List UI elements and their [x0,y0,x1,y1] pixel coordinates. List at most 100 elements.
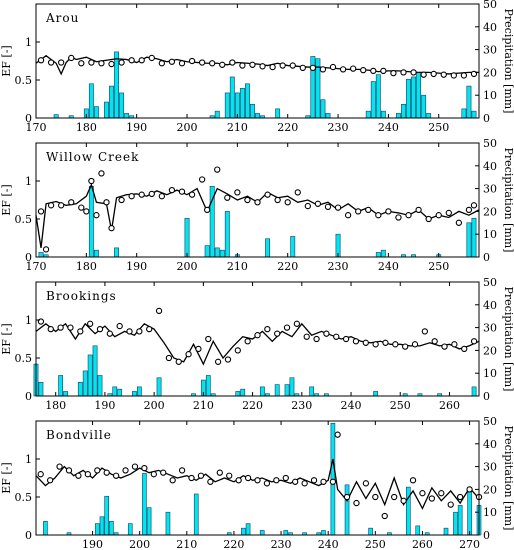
ef-observed-point [98,60,105,67]
ef-observed-point [75,472,82,479]
ef-observed-point [254,199,261,206]
y-tick-label: 0 [25,529,32,542]
x-tick-label: 250 [390,399,411,412]
precip-bar [321,530,326,536]
precip-bar [114,51,119,119]
ef-observed-point [175,358,182,365]
precip-bar [156,377,162,397]
ef-observed-point [441,343,448,350]
ef-observed-point [435,212,442,219]
precip-bar [82,370,88,397]
y2-axis-label: Precipitation [mm] [502,287,514,392]
x-tick-label: 220 [277,260,298,273]
precip-bar [415,525,421,536]
ef-observed-point [279,62,286,69]
precip-bar [117,388,123,397]
y2-tick-label: 50 [483,0,497,11]
precip-bar [132,391,137,397]
precip-bar [471,110,477,119]
x-tick-label: 190 [94,399,115,412]
ef-observed-point [214,166,221,173]
ef-observed-point [461,345,468,353]
y-tick-label: 0 [25,251,32,264]
precip-bar [255,113,260,119]
ef-observed-point [323,330,330,337]
precip-bar [466,85,472,119]
ef-observed-point [362,339,369,346]
y-tick-label: 0 [25,390,32,403]
ef-model-line [35,458,480,510]
ef-observed-point [234,347,241,354]
ef-observed-point [390,70,397,77]
ef-observed-point [205,335,212,343]
ef-observed-point [214,358,222,365]
ef-observed-point [450,72,457,79]
precip-bar [241,527,246,536]
precip-bar [453,511,458,536]
ef-observed-point [244,196,251,204]
y2-tick-label: 20 [483,205,497,218]
ef-observed-point [116,322,123,330]
ef-observed-point [198,176,206,183]
y2-tick-label: 30 [483,183,497,196]
precip-bar [421,94,427,119]
ef-observed-point [283,324,291,331]
panel-1: 170 180 190 200 210 220 230 240 25000.5101020304… [0,0,514,134]
x-tick-label: 220 [242,399,263,412]
plot-frame [35,420,480,536]
y2-tick-label: 30 [483,322,497,335]
ef-observed-point [419,490,426,497]
ef-observed-point [112,472,120,479]
y2-tick-label: 10 [483,506,497,519]
x-tick-label: 200 [144,399,165,412]
precip-bar [275,108,281,119]
ef-observed-point [392,341,399,348]
ef-observed-point [343,493,351,501]
ef-observed-point [355,208,362,215]
ef-observed-point [339,66,347,73]
y2-tick-label: 40 [483,438,497,451]
ef-observed-point [244,338,251,345]
precip-bar [109,521,114,536]
precip-bar [235,391,241,397]
ef-observed-point [381,512,388,520]
ef-observed-point [451,341,458,348]
y2-tick-label: 20 [483,344,497,357]
y-tick-label: 0.5 [15,74,33,87]
ef-observed-point [466,486,473,493]
precip-bar [368,527,373,536]
ef-observed-point [93,212,100,219]
precip-bar [119,92,125,119]
ef-observed-point [150,471,157,478]
ef-observed-point [349,65,357,72]
precip-bar [77,382,83,397]
x-tick-label: 270 [459,538,480,550]
ef-observed-point [254,477,261,484]
ef-observed-point [98,170,105,177]
ef-observed-point [58,202,65,209]
y2-tick-label: 50 [483,137,497,150]
ef-observed-point [362,480,370,487]
precip-bar [406,78,411,119]
precip-bar [406,486,411,536]
ef-observed-point [138,191,145,198]
panel-4: 190 200 210 220 230 240 250 260 27000.5101020304… [0,415,514,550]
precip-bar [396,113,401,119]
precip-bar [245,523,251,536]
x-tick-label: 260 [439,399,460,412]
panel-3: 180 190 200 210 220 230 240 250 26000.5101020304… [0,276,514,412]
ef-observed-point [68,54,75,62]
ef-observed-point [136,328,143,335]
precip-bar [99,516,105,536]
precip-bar [426,113,432,119]
x-tick-label: 200 [177,121,198,134]
ef-observed-point [409,477,417,484]
panel-title: Brookings [46,289,117,303]
precip-bar [250,104,255,119]
ef-observed-point [440,71,447,78]
precip-bar [380,110,386,119]
ef-observed-point [445,209,452,217]
y2-axis-label: Precipitation [mm] [502,9,514,114]
ef-observed-point [405,212,412,219]
